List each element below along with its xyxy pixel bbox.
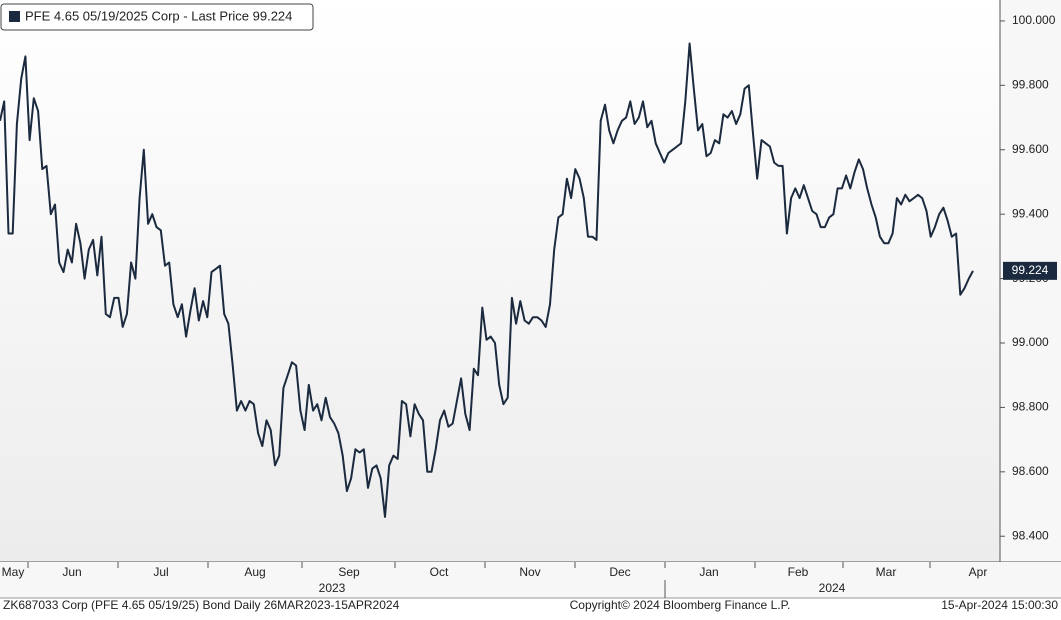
x-axis-area — [0, 562, 1061, 598]
y-tick-label: 99.000 — [1012, 335, 1049, 349]
last-price-tag — [1003, 261, 1057, 280]
x-tick-label: Aug — [244, 565, 265, 579]
legend: PFE 4.65 05/19/2025 Corp - Last Price 99… — [0, 3, 314, 31]
x-tick-label: Oct — [430, 565, 449, 579]
x-year-label: 2024 — [819, 581, 846, 595]
x-tick-label: Nov — [519, 565, 540, 579]
y-tick-label: 98.400 — [1012, 528, 1049, 542]
y-tick-label: 99.400 — [1012, 206, 1049, 220]
legend-box — [0, 3, 314, 31]
y-tick-label: 99.600 — [1012, 142, 1049, 156]
price-line — [0, 42, 974, 518]
x-tick-label: Dec — [609, 565, 630, 579]
legend-swatch — [9, 11, 20, 22]
x-tick-label: Jan — [699, 565, 718, 579]
x-tick-label: Feb — [788, 565, 809, 579]
legend-label: PFE 4.65 05/19/2025 Corp - Last Price 99… — [25, 8, 292, 23]
footer-center: Copyright© 2024 Bloomberg Finance L.P. — [570, 598, 791, 612]
x-tick-label: May — [2, 565, 25, 579]
x-tick-label: Jul — [153, 565, 168, 579]
y-tick-label: 98.600 — [1012, 464, 1049, 478]
y-tick-label: 98.800 — [1012, 400, 1049, 414]
y-tick-label: 99.800 — [1012, 78, 1049, 92]
x-tick-label: Jun — [62, 565, 81, 579]
x-tick-label: Apr — [969, 565, 988, 579]
x-year-label: 2023 — [319, 581, 346, 595]
y-tick-label: 100.000 — [1012, 13, 1056, 27]
footer-right: 15-Apr-2024 15:00:30 — [941, 598, 1058, 612]
x-tick-label: Mar — [876, 565, 897, 579]
plot-area — [0, 0, 1000, 562]
footer-left: ZK687033 Corp (PFE 4.65 05/19/25) Bond D… — [3, 598, 400, 612]
x-tick-label: Sep — [338, 565, 360, 579]
last-price-label: 99.224 — [1012, 263, 1049, 277]
y-axis-area — [1000, 0, 1061, 562]
